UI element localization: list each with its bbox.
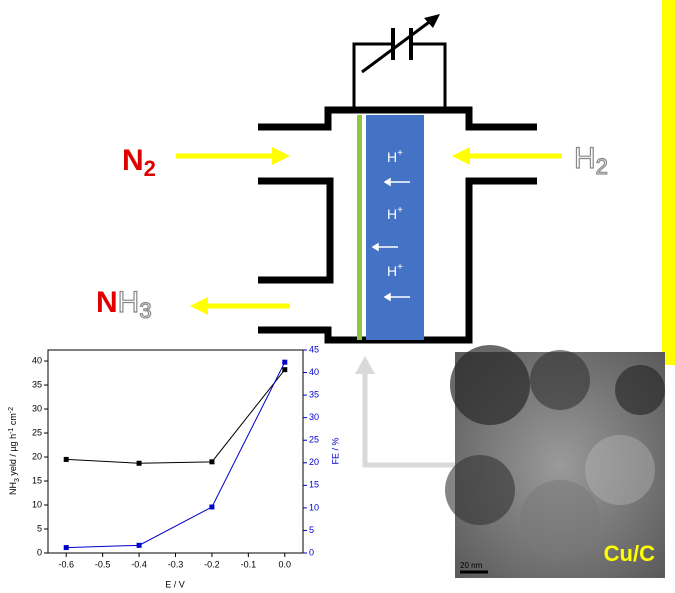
x-tick-label: -0.1 [241,559,257,569]
outlet-label: NH3 [96,286,152,323]
proton-h: H [387,149,397,165]
proton-h: H [387,263,397,279]
marker [64,545,69,550]
marker [137,461,142,466]
x-tick-label: -0.6 [58,559,74,569]
x-tick-label: -0.5 [95,559,111,569]
y2-tick-label: 20 [309,457,319,467]
x-tick-label: -0.2 [204,559,220,569]
connector [365,372,455,465]
n: N [96,286,118,319]
h: H [574,142,596,175]
y2-tick-label: 40 [309,367,319,377]
y2-tick-label: 35 [309,389,319,399]
sub: 3 [139,298,151,323]
y-tick-label: 10 [32,499,42,509]
y-tick-label: 20 [32,451,42,461]
y-label-part: yeld / µg h [8,434,18,478]
page: {"diagram": { "inlet": ["N", "2"], "inle… [0,0,675,593]
inlet2-label: H2 [574,142,608,179]
connector-head [355,356,375,374]
series-line [66,370,285,464]
marker [64,457,69,462]
y-label-part: -2 [8,407,15,413]
y-tick-label: 30 [32,403,42,413]
inlet-label: N2 [122,144,156,181]
y-tick-label: 35 [32,379,42,389]
n: N [122,144,144,177]
y2-tick-label: 30 [309,412,319,422]
y-label: NH3 yeld / µg h-1 cm-2 [8,407,21,495]
series-line [66,362,285,547]
y2-tick-label: 15 [309,480,319,490]
yellow-bar [662,0,675,365]
micrograph: 20 nm Cu/C [445,345,665,578]
y-tick-label: 0 [37,547,42,557]
proton-charge: + [397,148,403,159]
y-tick-label: 25 [32,427,42,437]
plot-frame [48,350,303,553]
x-label: E / V [165,579,185,589]
y2-tick-label: 45 [309,344,319,354]
x-tick-label: 0.0 [279,559,292,569]
y2-tick-label: 25 [309,435,319,445]
marker [209,459,214,464]
sub: 2 [144,156,156,181]
y-label-part: cm [8,413,18,428]
y-tick-label: 40 [32,355,42,365]
chart: E / V NH3 yeld / µg h-1 cm-2 FE / % -0.6… [8,344,341,589]
x-tick-label: -0.3 [168,559,184,569]
figure: H+ H+ H+ N2 H2 NH3 20 nm Cu/C E / V NH3 … [0,0,675,593]
proton-h: H [387,206,397,222]
y2-tick-label: 10 [309,502,319,512]
proton-charge: + [397,262,403,273]
scale-bar: 20 nm [460,561,483,570]
proton-charge: + [397,205,403,216]
y-tick-label: 15 [32,475,42,485]
electrode [357,115,362,340]
sub: 2 [596,154,608,179]
micrograph-label: Cu/C [604,541,655,566]
x-tick-label: -0.4 [131,559,147,569]
y2-tick-label: 0 [309,547,314,557]
marker [137,543,142,548]
y2-tick-label: 5 [309,525,314,535]
marker [282,367,287,372]
y2-label: FE / % [330,437,340,464]
marker [282,360,287,365]
y-tick-label: 5 [37,523,42,533]
y-label-part: NH [8,482,18,495]
marker [209,504,214,509]
h: H [118,286,140,319]
